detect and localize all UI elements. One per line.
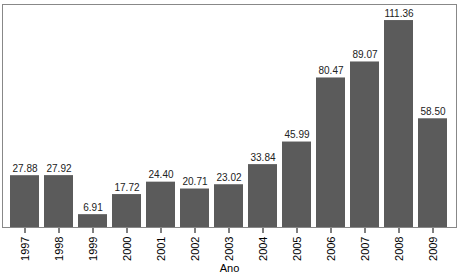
svg-text:33.84: 33.84 (250, 152, 275, 163)
svg-text:80.47: 80.47 (318, 65, 343, 76)
svg-text:Ano: Ano (220, 262, 240, 274)
svg-text:27.92: 27.92 (46, 163, 71, 174)
svg-text:2009: 2009 (427, 237, 439, 261)
svg-text:2007: 2007 (359, 237, 371, 261)
svg-text:2006: 2006 (325, 237, 337, 261)
svg-text:58.50: 58.50 (420, 106, 445, 117)
svg-text:20.71: 20.71 (182, 176, 207, 187)
svg-text:1999: 1999 (87, 237, 99, 261)
svg-text:45.99: 45.99 (284, 129, 309, 140)
svg-text:6.91: 6.91 (83, 202, 103, 213)
svg-text:2003: 2003 (223, 237, 235, 261)
svg-text:2008: 2008 (393, 237, 405, 261)
svg-text:17.72: 17.72 (114, 182, 139, 193)
svg-text:24.40: 24.40 (148, 169, 173, 180)
svg-text:27.88: 27.88 (12, 163, 37, 174)
svg-text:23.02: 23.02 (216, 172, 241, 183)
svg-text:2002: 2002 (189, 237, 201, 261)
svg-text:2001: 2001 (155, 237, 167, 261)
svg-text:111.36: 111.36 (384, 8, 414, 19)
svg-text:2005: 2005 (291, 237, 303, 261)
svg-text:89.07: 89.07 (352, 49, 377, 60)
svg-text:1997: 1997 (19, 237, 31, 261)
svg-text:1998: 1998 (53, 237, 65, 261)
svg-text:2004: 2004 (257, 237, 269, 261)
svg-text:2000: 2000 (121, 237, 133, 261)
